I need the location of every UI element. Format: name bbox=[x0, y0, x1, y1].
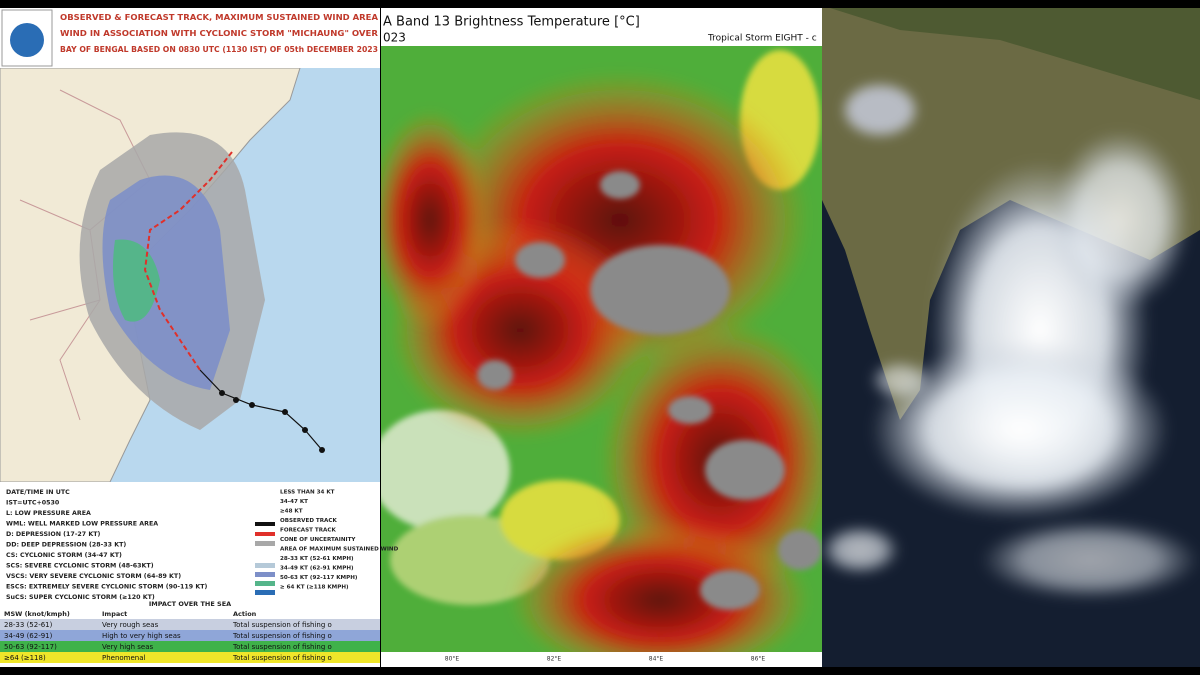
legend-text: ≥ 64 KT (≥118 KMPH) bbox=[280, 585, 349, 591]
table-cell: 34-49 (62-91) bbox=[4, 632, 53, 640]
wind-34 bbox=[102, 175, 230, 390]
x-axis-label: 80°E bbox=[445, 656, 460, 663]
wind-28 bbox=[112, 239, 160, 322]
table-cell: ≥64 (≥118) bbox=[4, 654, 46, 662]
table-header: MSW (knot/kmph) bbox=[4, 610, 70, 618]
header-line: BAY OF BENGAL BASED ON 0830 UTC (1130 IS… bbox=[60, 45, 378, 54]
x-axis-label: 84°E bbox=[649, 656, 664, 663]
legend-text: SuCS: SUPER CYCLONIC STORM (≥120 KT) bbox=[6, 594, 155, 601]
row-bg bbox=[0, 641, 380, 652]
land bbox=[822, 8, 1200, 420]
legend-text: IST=UTC+0530 bbox=[6, 500, 60, 507]
table-header: Impact bbox=[102, 610, 127, 618]
row-bg bbox=[0, 652, 380, 663]
satellite-panel bbox=[822, 8, 1200, 667]
legend-text: OBSERVED TRACK bbox=[280, 518, 337, 524]
legend-text: DATE/TIME IN UTC bbox=[6, 489, 70, 496]
track-map-panel bbox=[0, 8, 380, 667]
storm-label: Tropical Storm EIGHT - c bbox=[707, 34, 817, 44]
table-cell: 50-63 (92-117) bbox=[4, 643, 57, 651]
table-cell: High to very high seas bbox=[102, 632, 181, 640]
legend-text: 28-33 KT (52-61 KMPH) bbox=[280, 556, 354, 562]
table-cell: Phenomenal bbox=[102, 654, 146, 662]
legend-text: D: DEPRESSION (17-27 KT) bbox=[6, 531, 101, 538]
x-axis-label: 86°E bbox=[751, 656, 766, 663]
swatch bbox=[255, 522, 275, 526]
legend-text: CONE OF UNCERTAINITY bbox=[280, 537, 356, 543]
table-cell: Very high seas bbox=[102, 643, 154, 651]
table-cell: Total suspension of fishing o bbox=[232, 654, 332, 662]
legend-text: SCS: SEVERE CYCLONIC STORM (48-63KT) bbox=[6, 563, 154, 570]
table-cell: Total suspension of fishing o bbox=[232, 621, 332, 629]
table-cell: Total suspension of fishing o bbox=[232, 643, 332, 651]
header-line: WIND IN ASSOCIATION WITH CYCLONIC STORM … bbox=[60, 29, 378, 38]
year: 023 bbox=[383, 31, 406, 45]
swatch bbox=[255, 563, 275, 568]
legend-text: VSCS: VERY SEVERE CYCLONIC STORM (64-89 … bbox=[6, 573, 181, 580]
swatch bbox=[255, 590, 275, 595]
land-north bbox=[830, 8, 1200, 100]
legend-text: 34-47 KT bbox=[280, 499, 308, 505]
legend-text: FORECAST TRACK bbox=[280, 528, 336, 534]
legend-text: DD: DEEP DEPRESSION (28-33 KT) bbox=[6, 542, 126, 549]
legend-text: ≥48 KT bbox=[280, 509, 303, 515]
table-header: Action bbox=[233, 610, 257, 618]
observed-track bbox=[199, 369, 323, 451]
swatch bbox=[255, 581, 275, 586]
legend-text: CS: CYCLONIC STORM (34-47 KT) bbox=[6, 552, 122, 559]
title: A Band 13 Brightness Temperature [°C] bbox=[383, 15, 640, 30]
row-bg bbox=[0, 619, 380, 630]
legend-text: LESS THAN 34 KT bbox=[280, 490, 335, 496]
legend-text: L: LOW PRESSURE AREA bbox=[6, 510, 91, 517]
row-bg bbox=[0, 630, 380, 641]
legend-text: 34-49 KT (62-91 KMPH) bbox=[280, 566, 354, 572]
forecast-track bbox=[143, 151, 233, 371]
table-cell: 28-33 (52-61) bbox=[4, 621, 53, 629]
table-cell: Total suspension of fishing o bbox=[232, 632, 332, 640]
header-line: OBSERVED & FORECAST TRACK, MAXIMUM SUSTA… bbox=[60, 13, 378, 22]
table-title: IMPACT OVER THE SEA bbox=[149, 600, 231, 608]
swatch bbox=[255, 532, 275, 536]
swatch bbox=[255, 572, 275, 577]
logo bbox=[10, 23, 44, 57]
legend-text: AREA OF MAXIMUM SUSTAINED WIND bbox=[280, 547, 399, 553]
x-axis-label: 82°E bbox=[547, 656, 562, 663]
legend-text: WML: WELL MARKED LOW PRESSURE AREA bbox=[6, 521, 158, 528]
swatch bbox=[255, 541, 275, 546]
brightness-temperature-panel: A Band 13 Brightness Temperature [°C] 02… bbox=[381, 8, 822, 667]
legend-text: 50-63 KT (92-117 KMPH) bbox=[280, 575, 358, 581]
table-cell: Very rough seas bbox=[102, 621, 159, 629]
legend-text: ESCS: EXTREMELY SEVERE CYCLONIC STORM (9… bbox=[6, 584, 208, 591]
